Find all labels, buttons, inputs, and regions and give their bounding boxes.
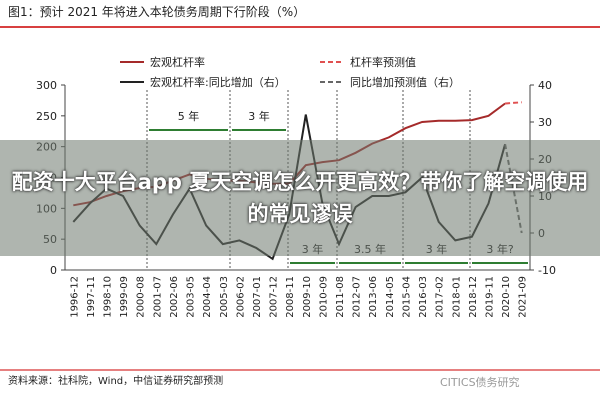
x-tick-label: 2001-07 — [152, 276, 163, 318]
x-tick-label: 2008-11 — [285, 276, 296, 318]
x-tick-label: 2014-05 — [385, 276, 396, 318]
y-tick-label: 250 — [36, 110, 57, 123]
banner: 配资十大平台app 夏天空调怎么开更高效？带你了解空调使用的常见谬误 — [0, 140, 600, 256]
x-tick-label: 2010-09 — [318, 276, 329, 318]
x-tick-label: 2013-06 — [368, 276, 379, 318]
x-tick-label: 2007-01 — [252, 276, 263, 318]
y-tick-label: 300 — [36, 79, 57, 92]
x-tick-label: 2006-02 — [235, 276, 246, 318]
series-line — [505, 101, 522, 105]
x-tick-label: 1999-09 — [119, 276, 130, 318]
legend-label: 宏观杠杆率:同比增加（右） — [150, 75, 286, 89]
x-tick-label: 2017-02 — [435, 276, 446, 318]
y2-tick-label: -10 — [538, 264, 556, 277]
x-tick-label: 2009-10 — [302, 276, 313, 318]
x-tick-label: 2015-04 — [401, 276, 412, 318]
banner-text: 配资十大平台app 夏天空调怎么开更高效？带你了解空调使用的常见谬误 — [11, 170, 589, 226]
legend-label: 宏观杠杆率 — [150, 55, 205, 69]
chart-title: 图1：预计 2021 年将进入本轮债务周期下行阶段（%） — [8, 4, 305, 19]
x-tick-label: 2021-09 — [518, 276, 529, 318]
x-tick-label: 2018-12 — [468, 276, 479, 318]
annotation: 3 年 — [248, 109, 270, 123]
x-tick-label: 2002-06 — [169, 276, 180, 318]
legend-label: 同比增加预测值（右） — [350, 75, 460, 89]
x-tick-label: 1996-12 — [69, 276, 80, 318]
x-tick-label: 2003-05 — [186, 276, 197, 318]
x-tick-label: 2020-10 — [501, 276, 512, 318]
x-tick-label: 2000-08 — [136, 276, 147, 318]
annotation: 5 年 — [178, 109, 200, 123]
x-tick-label: 2012-07 — [352, 276, 363, 318]
x-tick-label: 2016-03 — [418, 276, 429, 318]
source: 资料来源：社科院，Wind，中信证券研究部预测 — [8, 374, 223, 387]
x-tick-label: 1997-11 — [86, 276, 97, 318]
x-tick-label: 2018-01 — [451, 276, 462, 318]
x-tick-label: 2019-11 — [484, 276, 495, 318]
watermark: CITICS债务研究 — [440, 375, 520, 389]
x-tick-label: 2007-12 — [269, 276, 280, 318]
x-tick-label: 2011-08 — [335, 276, 346, 318]
x-tick-label: 2005-03 — [219, 276, 230, 318]
x-tick-label: 2004-04 — [202, 276, 213, 318]
y-tick-label: 0 — [50, 264, 57, 277]
x-tick-label: 1998-10 — [103, 276, 114, 318]
y2-tick-label: 40 — [538, 79, 552, 92]
legend-label: 杠杆率预测值 — [350, 55, 416, 69]
y2-tick-label: 30 — [538, 116, 552, 129]
